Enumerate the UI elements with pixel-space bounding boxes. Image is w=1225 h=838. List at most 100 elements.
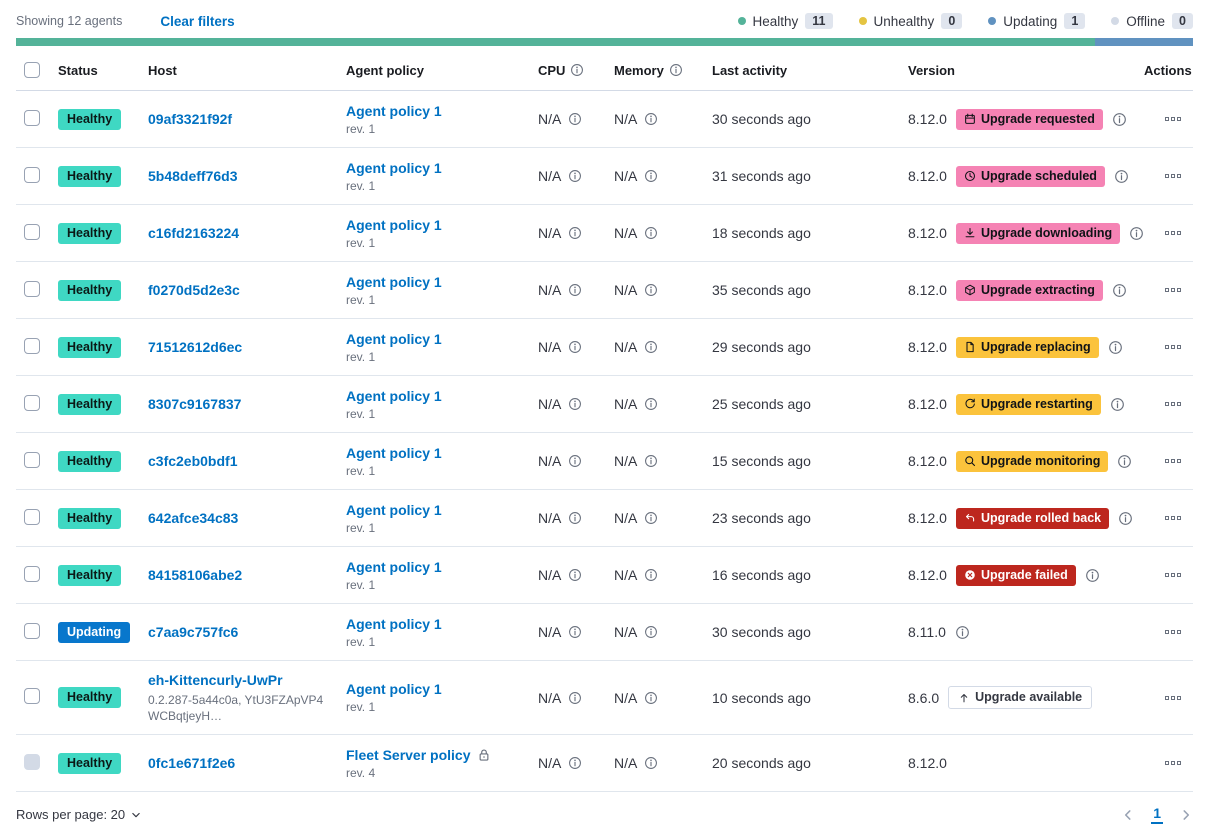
agent-policy-link[interactable]: Agent policy 1 xyxy=(346,216,442,233)
actions-button[interactable] xyxy=(1161,341,1185,353)
previous-page-button[interactable] xyxy=(1121,808,1135,822)
info-icon[interactable] xyxy=(568,454,582,468)
actions-button[interactable] xyxy=(1161,455,1185,467)
info-icon[interactable] xyxy=(644,169,658,183)
info-icon[interactable] xyxy=(1108,340,1123,355)
row-checkbox[interactable] xyxy=(24,223,40,240)
actions-button[interactable] xyxy=(1161,626,1185,638)
agent-policy-link[interactable]: Agent policy 1 xyxy=(346,387,442,404)
host-link[interactable]: eh-Kittencurly-UwPr xyxy=(148,672,283,688)
info-icon[interactable] xyxy=(1085,568,1100,583)
host-link[interactable]: c3fc2eb0bdf1 xyxy=(148,452,238,469)
host-link[interactable]: 0fc1e671f2e6 xyxy=(148,754,236,771)
select-all-checkbox[interactable] xyxy=(24,62,40,78)
policy-revision: rev. 1 xyxy=(346,463,376,478)
last-activity: 16 seconds ago xyxy=(712,567,811,583)
info-icon[interactable] xyxy=(1118,511,1133,526)
row-checkbox[interactable] xyxy=(24,451,40,468)
info-icon[interactable] xyxy=(644,511,658,525)
info-icon[interactable] xyxy=(568,756,582,770)
row-checkbox[interactable] xyxy=(24,166,40,183)
actions-button[interactable] xyxy=(1161,284,1185,296)
row-checkbox[interactable] xyxy=(24,508,40,525)
agent-policy-link[interactable]: Fleet Server policy xyxy=(346,747,491,763)
info-icon[interactable] xyxy=(1110,397,1125,412)
actions-button[interactable] xyxy=(1161,170,1185,182)
row-checkbox[interactable] xyxy=(24,394,40,411)
info-icon[interactable] xyxy=(669,63,683,77)
clear-filters-link[interactable]: Clear filters xyxy=(160,13,235,29)
next-page-button[interactable] xyxy=(1179,808,1193,822)
legend-count-badge: 0 xyxy=(941,13,963,29)
info-icon[interactable] xyxy=(568,112,582,126)
header-host: Host xyxy=(148,62,177,78)
host-link[interactable]: 8307c9167837 xyxy=(148,395,242,412)
host-link[interactable]: 84158106abe2 xyxy=(148,566,243,583)
info-icon[interactable] xyxy=(1114,169,1129,184)
info-icon[interactable] xyxy=(644,283,658,297)
actions-button[interactable] xyxy=(1161,757,1185,769)
row-checkbox[interactable] xyxy=(24,565,40,582)
policy-revision: rev. 1 xyxy=(346,121,376,136)
unhealthy-dot-icon xyxy=(858,17,867,25)
actions-button[interactable] xyxy=(1161,512,1185,524)
info-icon[interactable] xyxy=(568,568,582,582)
info-icon[interactable] xyxy=(568,691,582,705)
info-icon[interactable] xyxy=(644,625,658,639)
info-icon[interactable] xyxy=(568,397,582,411)
info-icon[interactable] xyxy=(644,756,658,770)
row-checkbox[interactable] xyxy=(24,109,40,126)
table-row: Healthy 84158106abe2 Agent policy 1 rev.… xyxy=(16,547,1193,604)
agent-policy-link[interactable]: Agent policy 1 xyxy=(346,501,442,518)
host-link[interactable]: 71512612d6ec xyxy=(148,338,243,355)
info-icon[interactable] xyxy=(568,340,582,354)
agent-policy-link[interactable]: Agent policy 1 xyxy=(346,615,442,632)
agent-policy-link[interactable]: Agent policy 1 xyxy=(346,159,442,176)
info-icon[interactable] xyxy=(644,397,658,411)
agent-policy-link[interactable]: Agent policy 1 xyxy=(346,444,442,461)
info-icon[interactable] xyxy=(955,625,970,640)
info-icon[interactable] xyxy=(644,568,658,582)
info-icon[interactable] xyxy=(1112,283,1127,298)
info-icon[interactable] xyxy=(644,226,658,240)
actions-button[interactable] xyxy=(1161,227,1185,239)
host-link[interactable]: 5b48deff76d3 xyxy=(148,167,238,184)
info-icon[interactable] xyxy=(568,283,582,297)
agent-policy-link[interactable]: Agent policy 1 xyxy=(346,330,442,347)
host-link[interactable]: 09af3321f92f xyxy=(148,110,233,127)
actions-button[interactable] xyxy=(1161,569,1185,581)
return-arrow-icon xyxy=(964,512,976,524)
info-icon[interactable] xyxy=(1112,112,1127,127)
agent-policy-link[interactable]: Agent policy 1 xyxy=(346,681,442,698)
last-activity: 30 seconds ago xyxy=(712,111,811,127)
row-checkbox[interactable] xyxy=(24,280,40,297)
agent-policy-link[interactable]: Agent policy 1 xyxy=(346,102,442,119)
info-icon[interactable] xyxy=(1117,454,1132,469)
info-icon[interactable] xyxy=(568,226,582,240)
row-checkbox[interactable] xyxy=(24,337,40,354)
host-link[interactable]: c7aa9c757fc6 xyxy=(148,623,239,640)
actions-button[interactable] xyxy=(1161,692,1185,704)
header-status: Status xyxy=(58,62,98,78)
agent-policy-link[interactable]: Agent policy 1 xyxy=(346,273,442,290)
info-icon[interactable] xyxy=(568,169,582,183)
info-icon[interactable] xyxy=(568,625,582,639)
host-link[interactable]: c16fd2163224 xyxy=(148,224,240,241)
host-link[interactable]: f0270d5d2e3c xyxy=(148,281,240,298)
status-badge: Healthy xyxy=(58,336,122,358)
info-icon[interactable] xyxy=(644,454,658,468)
actions-button[interactable] xyxy=(1161,398,1185,410)
row-checkbox[interactable] xyxy=(24,688,40,705)
agent-policy-link[interactable]: Agent policy 1 xyxy=(346,558,442,575)
version-number: 8.12.0 xyxy=(908,567,947,583)
info-icon[interactable] xyxy=(644,340,658,354)
actions-button[interactable] xyxy=(1161,113,1185,125)
info-icon[interactable] xyxy=(568,511,582,525)
host-link[interactable]: 642afce34c83 xyxy=(148,509,239,526)
row-checkbox[interactable] xyxy=(24,622,40,639)
info-icon[interactable] xyxy=(570,63,584,77)
rows-per-page-button[interactable]: Rows per page: 20 xyxy=(16,807,142,822)
info-icon[interactable] xyxy=(644,112,658,126)
info-icon[interactable] xyxy=(644,691,658,705)
page-number-button[interactable]: 1 xyxy=(1151,805,1163,825)
